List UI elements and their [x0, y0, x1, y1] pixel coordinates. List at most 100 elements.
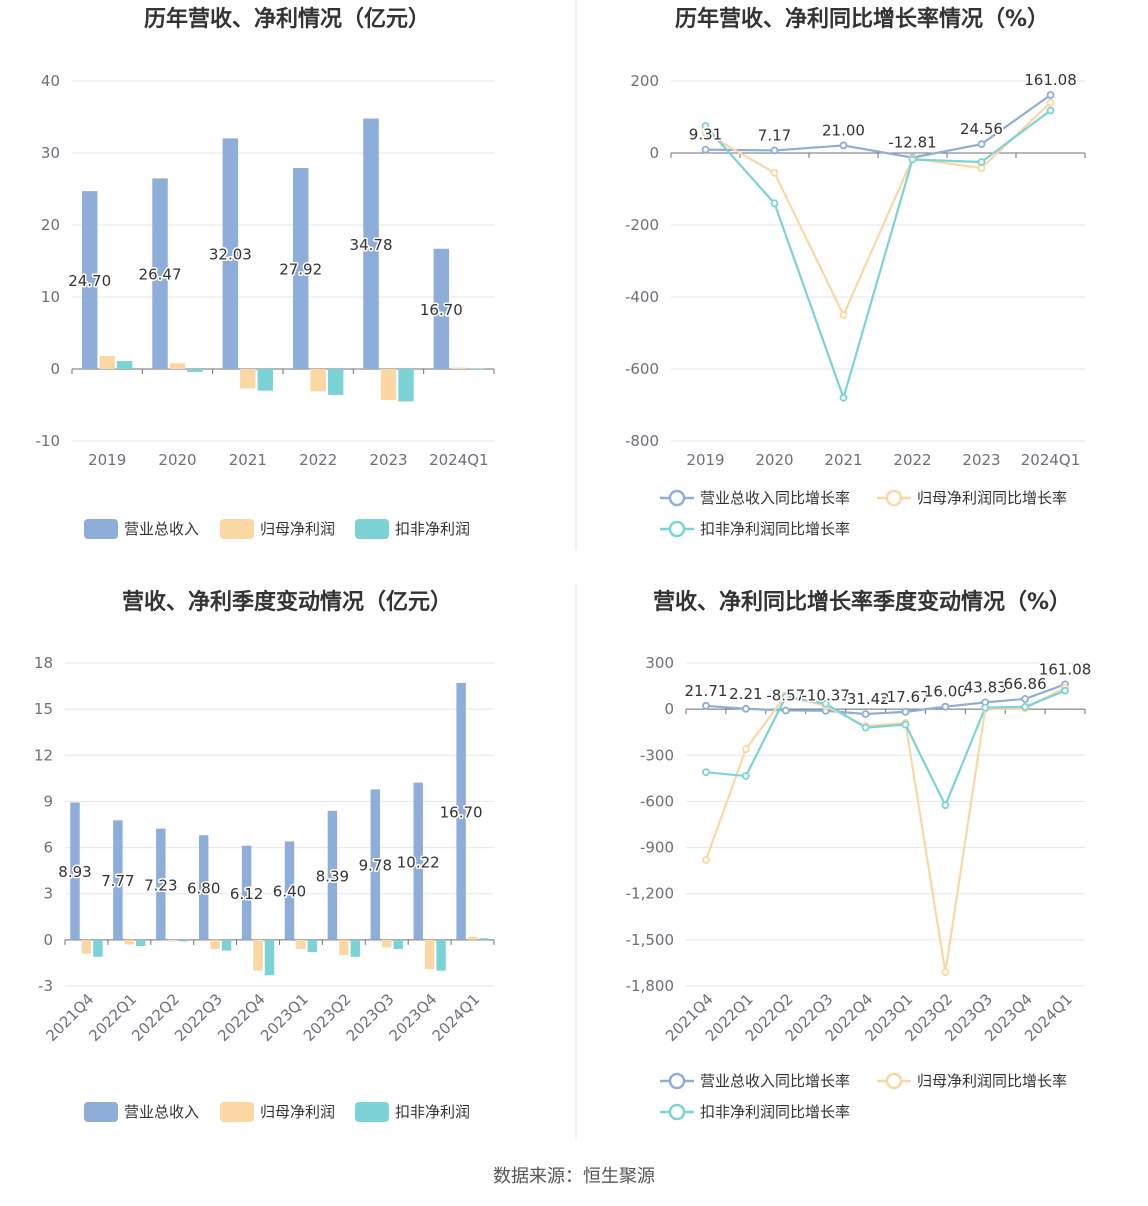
data-label: 10.22	[397, 853, 440, 871]
bar	[456, 682, 466, 940]
data-label: 16.70	[440, 803, 483, 821]
y-tick-label: 0	[664, 700, 674, 718]
bar	[240, 369, 256, 389]
data-label: 6.80	[187, 880, 220, 898]
y-tick-label: 12	[34, 746, 53, 764]
data-label: 43.83	[964, 678, 1007, 696]
y-tick-label: -1,800	[626, 977, 674, 995]
bar	[363, 118, 379, 369]
bar	[436, 939, 446, 971]
data-label: 7.23	[144, 876, 177, 894]
bar	[241, 845, 252, 940]
data-label: 66.86	[1004, 675, 1047, 693]
legend-label: 归母净利润	[260, 1103, 335, 1121]
bar	[327, 810, 338, 940]
bar	[136, 939, 146, 947]
data-point	[1061, 686, 1069, 695]
y-tick-label: -1,200	[626, 885, 674, 903]
legend-label: 营业总收入同比增长率	[700, 1072, 850, 1090]
bar	[350, 939, 361, 957]
data-point	[701, 129, 710, 138]
data-label: 7.77	[101, 872, 134, 890]
bar	[222, 138, 239, 369]
bar	[451, 367, 467, 369]
bar	[81, 191, 98, 369]
y-tick-label: 200	[630, 72, 659, 90]
y-tick-label: -3	[38, 977, 53, 995]
data-point	[861, 723, 870, 732]
data-label: 6.12	[230, 885, 263, 903]
y-tick-label: 20	[41, 216, 60, 234]
data-point	[839, 311, 848, 319]
data-label: 8.39	[316, 867, 349, 885]
data-label: 2.21	[729, 685, 762, 703]
legend-label: 营业总收入	[124, 520, 199, 538]
y-tick-label: 0	[50, 360, 60, 378]
data-point	[941, 702, 950, 711]
y-tick-label: -600	[640, 792, 674, 810]
legend-label: 扣非净利润同比增长率	[700, 1103, 850, 1121]
legend-marker	[885, 489, 903, 507]
data-label: -10.37	[801, 687, 849, 705]
bar	[413, 782, 423, 940]
data-label: 34.78	[350, 236, 393, 254]
x-tick-label: 2021	[824, 451, 862, 469]
bar	[382, 939, 392, 948]
bar	[169, 363, 186, 369]
legend-label: 归母净利润	[260, 520, 335, 538]
data-point	[702, 855, 710, 864]
bar	[468, 368, 485, 370]
legend-swatch	[84, 1102, 118, 1122]
x-tick-label: 2024Q1	[429, 990, 484, 1045]
data-label: -31.42	[841, 690, 889, 708]
bar	[479, 938, 489, 940]
legend-marker	[668, 1072, 686, 1090]
bar	[99, 356, 115, 369]
data-point	[701, 122, 710, 130]
data-label: 7.17	[758, 126, 791, 144]
bar	[380, 369, 397, 400]
bar	[93, 939, 103, 957]
bar	[424, 939, 435, 970]
data-point	[977, 158, 986, 166]
data-point	[981, 703, 990, 712]
y-tick-label: -900	[640, 839, 674, 857]
legend-label: 扣非净利润	[395, 1103, 470, 1121]
data-point	[901, 707, 910, 716]
y-tick-label: -1,500	[626, 931, 674, 949]
annual-growth-rate-chart: 历年营收、净利同比增长率情况（%） 200 0 -200 -400 -600 -800 201…	[625, 6, 1086, 538]
y-tick-label: -800	[625, 432, 659, 450]
data-point	[781, 706, 790, 715]
x-tick-label: 2021	[229, 451, 267, 469]
data-point	[1021, 694, 1030, 703]
bar	[296, 939, 306, 950]
bar	[398, 369, 414, 402]
x-tick-label: 2020	[158, 451, 196, 469]
y-tick-label: 9	[43, 792, 53, 810]
series-line	[704, 109, 1052, 399]
bar	[198, 835, 209, 940]
chart-title: 历年营收、净利情况（亿元）	[144, 6, 430, 32]
data-point	[908, 155, 917, 164]
x-tick-label: 2022	[893, 451, 931, 469]
bar	[210, 939, 220, 950]
data-point	[741, 704, 750, 713]
y-tick-label: 10	[41, 288, 60, 306]
data-label: 9.31	[689, 126, 722, 144]
legend-swatch	[355, 1102, 389, 1122]
data-point	[1046, 106, 1055, 115]
chart-title: 历年营收、净利同比增长率情况（%）	[675, 6, 1049, 32]
data-label: 16.70	[420, 301, 463, 319]
series-line	[705, 689, 1066, 807]
bar	[70, 802, 80, 940]
bar	[327, 369, 344, 395]
series-line	[705, 94, 1052, 159]
bar	[221, 939, 232, 951]
y-tick-label: 300	[645, 654, 674, 672]
chart-title: 营收、净利同比增长率季度变动情况（%）	[653, 589, 1071, 615]
data-point	[781, 692, 790, 701]
x-tick-label: 2022	[299, 451, 337, 469]
data-label: 8.93	[58, 863, 91, 881]
bar	[292, 167, 309, 369]
